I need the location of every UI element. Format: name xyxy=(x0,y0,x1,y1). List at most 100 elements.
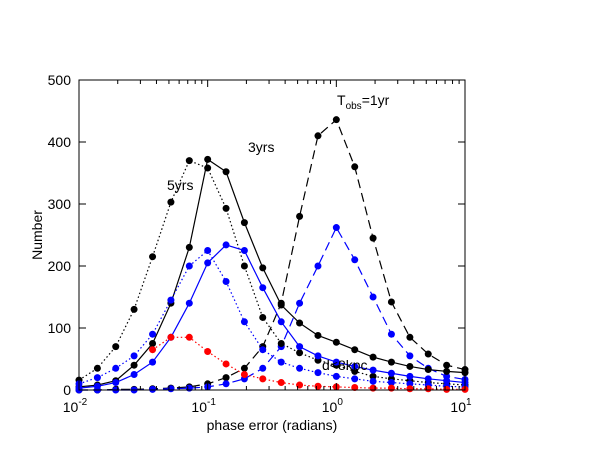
point xyxy=(443,385,451,393)
point xyxy=(351,346,359,354)
point xyxy=(332,372,340,380)
point xyxy=(314,331,322,339)
annotation: 3yrs xyxy=(248,139,274,155)
point xyxy=(424,375,432,383)
point xyxy=(204,259,212,267)
point xyxy=(277,318,285,326)
point xyxy=(259,313,267,321)
x-tick-exponent: 1 xyxy=(466,397,472,408)
point xyxy=(332,338,340,346)
point xyxy=(406,362,414,370)
annotation: d<8kpc xyxy=(322,357,368,373)
point xyxy=(204,348,212,356)
annotation-part: obs xyxy=(346,101,362,112)
point xyxy=(406,380,414,388)
point xyxy=(351,256,359,264)
point xyxy=(424,350,432,358)
point xyxy=(222,241,230,249)
x-tick-label: 10-2 xyxy=(63,397,88,415)
point xyxy=(240,364,248,372)
point xyxy=(112,379,120,387)
point xyxy=(259,346,267,354)
point xyxy=(259,364,267,372)
point xyxy=(222,360,230,368)
point xyxy=(185,262,193,270)
series-line xyxy=(78,244,466,389)
x-tick-label: 10-1 xyxy=(191,397,216,415)
point xyxy=(296,364,304,372)
point xyxy=(130,361,138,369)
point xyxy=(296,349,304,357)
point xyxy=(204,155,212,163)
point xyxy=(387,384,395,392)
point xyxy=(296,319,304,327)
frame xyxy=(78,79,466,391)
point xyxy=(351,163,359,171)
point xyxy=(130,352,138,360)
point xyxy=(259,284,267,292)
y-tick-label: 0 xyxy=(63,382,71,398)
point xyxy=(240,318,248,326)
point xyxy=(277,358,285,366)
x-tick-exponent: 0 xyxy=(337,397,343,408)
point xyxy=(351,362,359,370)
point xyxy=(222,204,230,212)
point xyxy=(443,367,451,375)
point xyxy=(204,164,212,172)
point xyxy=(369,366,377,374)
point xyxy=(443,377,451,385)
x-tick-base: 10 xyxy=(322,399,338,415)
point xyxy=(259,375,267,383)
point xyxy=(424,366,432,374)
point xyxy=(387,298,395,306)
x-tick-label: 100 xyxy=(322,397,344,415)
point xyxy=(259,264,267,272)
point xyxy=(222,380,230,388)
point xyxy=(369,353,377,361)
point xyxy=(351,367,359,375)
y-tick-label: 100 xyxy=(48,320,72,336)
series-line xyxy=(78,159,466,386)
point xyxy=(351,375,359,383)
point xyxy=(277,379,285,387)
point xyxy=(369,372,377,380)
point xyxy=(240,262,248,270)
x-axis-label: phase error (radians) xyxy=(207,417,338,433)
annotation-part: T xyxy=(337,92,346,108)
point xyxy=(406,372,414,380)
point xyxy=(149,346,157,354)
point xyxy=(204,247,212,254)
x-tick-label: 101 xyxy=(450,397,472,415)
point xyxy=(314,132,322,140)
x-tick-base: 10 xyxy=(63,399,79,415)
point xyxy=(332,224,340,232)
point xyxy=(314,382,322,390)
point xyxy=(387,358,395,366)
point xyxy=(314,369,322,377)
y-tick-label: 400 xyxy=(48,134,72,150)
point xyxy=(112,343,120,351)
point xyxy=(369,377,377,385)
point xyxy=(222,278,230,285)
point xyxy=(351,384,359,392)
point xyxy=(240,247,248,254)
point xyxy=(130,305,138,313)
annotation-part: =1yr xyxy=(362,92,390,108)
plot-area xyxy=(75,116,469,394)
x-tick-exponent: -1 xyxy=(207,397,216,408)
point xyxy=(93,382,101,390)
x-tick-base: 10 xyxy=(191,399,207,415)
point xyxy=(277,301,285,309)
point xyxy=(406,385,414,393)
point xyxy=(185,243,193,251)
point xyxy=(222,374,230,382)
point xyxy=(149,358,157,366)
point xyxy=(443,361,451,369)
point xyxy=(167,198,175,206)
point xyxy=(387,369,395,377)
point xyxy=(314,262,322,270)
series-line xyxy=(78,158,466,388)
point xyxy=(185,384,193,392)
point xyxy=(314,352,322,360)
